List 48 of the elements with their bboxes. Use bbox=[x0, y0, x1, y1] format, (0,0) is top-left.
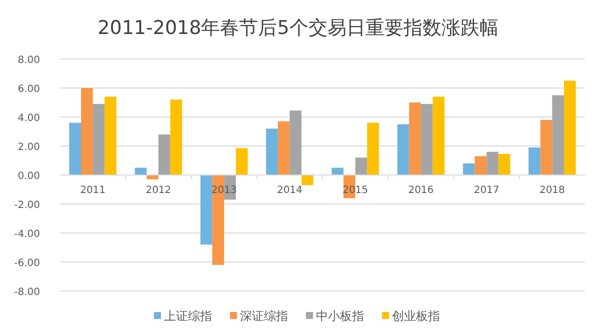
bar bbox=[104, 96, 116, 175]
bar bbox=[302, 175, 314, 186]
x-tick-label: 2012 bbox=[146, 185, 172, 196]
bar bbox=[290, 110, 302, 175]
bar bbox=[540, 120, 552, 175]
y-tick-label: 6.00 bbox=[18, 84, 40, 95]
bar bbox=[170, 100, 182, 175]
bar bbox=[486, 152, 498, 175]
bar bbox=[498, 154, 510, 175]
bar bbox=[432, 96, 445, 175]
bar bbox=[200, 175, 212, 245]
bar bbox=[462, 163, 475, 175]
x-tick-label: 2011 bbox=[80, 185, 106, 196]
bar bbox=[367, 122, 379, 175]
bar bbox=[278, 121, 290, 175]
y-tick-label: 8.00 bbox=[18, 55, 40, 66]
y-tick-label: -8.00 bbox=[14, 287, 40, 298]
bar bbox=[564, 80, 576, 175]
x-tick-label: 2018 bbox=[539, 185, 565, 196]
bar bbox=[158, 134, 170, 175]
bar bbox=[266, 128, 278, 175]
y-tick-label: 2.00 bbox=[18, 142, 40, 153]
bar bbox=[397, 124, 410, 175]
x-tick-label: 2014 bbox=[276, 185, 302, 196]
legend-label: 深证综指 bbox=[240, 309, 288, 323]
y-tick-label: 4.00 bbox=[18, 113, 40, 124]
bar bbox=[474, 156, 487, 175]
bar bbox=[81, 88, 93, 175]
chart-title: 2011-2018年春节后5个交易日重要指数涨跌幅 bbox=[98, 17, 498, 39]
legend-label: 中小板指 bbox=[316, 309, 364, 323]
bar bbox=[92, 104, 105, 175]
bar bbox=[420, 104, 433, 175]
bar bbox=[552, 95, 564, 175]
legend-label: 创业板指 bbox=[392, 309, 440, 323]
legend-label: 上证综指 bbox=[164, 309, 212, 323]
y-tick-label: 0.00 bbox=[18, 171, 40, 182]
bar bbox=[69, 122, 81, 175]
x-tick-label: 2016 bbox=[408, 185, 434, 196]
bar bbox=[236, 148, 248, 175]
bar bbox=[409, 102, 421, 175]
bar bbox=[332, 168, 344, 175]
bar bbox=[146, 175, 158, 180]
y-tick-label: -4.00 bbox=[14, 229, 40, 240]
bar bbox=[528, 147, 540, 175]
y-tick-label: -2.00 bbox=[14, 200, 40, 211]
bar bbox=[355, 158, 368, 175]
y-tick-label: -6.00 bbox=[14, 258, 40, 269]
x-tick-label: 2017 bbox=[474, 185, 500, 196]
